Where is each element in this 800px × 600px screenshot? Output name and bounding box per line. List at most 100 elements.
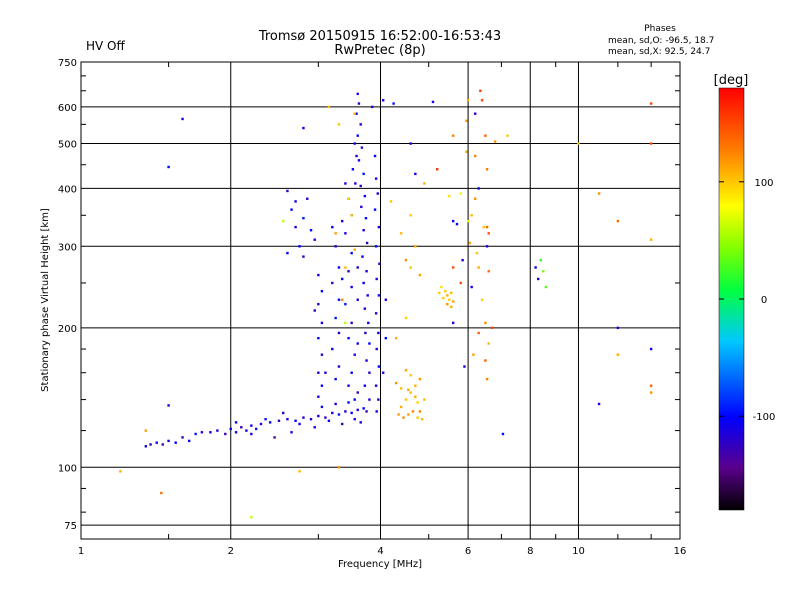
data-point-x: [416, 416, 419, 419]
data-point-x: [399, 405, 403, 409]
x-tick-label: 8: [527, 546, 533, 557]
data-point-o: [268, 421, 272, 424]
data-point-x: [480, 99, 484, 102]
data-point-x: [402, 416, 405, 419]
data-point-o: [384, 336, 388, 340]
data-point-o: [286, 189, 289, 193]
data-point-o: [414, 172, 417, 176]
data-point-o: [306, 197, 309, 200]
data-point-o: [356, 342, 359, 345]
data-point-o: [181, 117, 184, 121]
hv-status-text: HV Off: [86, 39, 125, 53]
data-point-x: [409, 391, 412, 394]
data-point-o: [359, 184, 362, 188]
data-point-o: [373, 154, 377, 158]
data-point-o: [216, 429, 219, 432]
data-point-o: [334, 402, 337, 406]
data-point-x: [480, 298, 484, 301]
data-point-x: [649, 102, 653, 105]
data-point-x: [487, 342, 490, 345]
data-point-o: [360, 146, 364, 149]
data-point-x: [404, 398, 408, 401]
data-point-x: [399, 387, 403, 390]
data-point-x: [347, 197, 350, 200]
data-point-o: [317, 273, 320, 277]
data-point-o: [649, 347, 653, 351]
data-point-o: [362, 228, 365, 232]
data-point-x: [407, 413, 410, 416]
data-point-x: [394, 336, 398, 340]
data-point-o: [334, 377, 337, 381]
y-tick-label: 600: [58, 103, 77, 114]
data-point-o: [377, 398, 380, 401]
chart-subtitle: RwPretec (8p): [334, 43, 425, 58]
data-point-x: [475, 251, 479, 255]
data-point-o: [353, 398, 356, 401]
phases-header: Phases: [644, 24, 676, 34]
data-point-o: [320, 384, 324, 387]
data-point-o: [364, 216, 368, 220]
data-point-o: [282, 411, 285, 415]
data-point-o: [229, 427, 232, 431]
data-point-o: [616, 326, 620, 330]
data-point-o: [347, 336, 350, 340]
data-point-o: [277, 419, 281, 422]
data-point-o: [350, 321, 353, 325]
data-point-o: [356, 92, 359, 96]
data-point-o: [290, 431, 293, 434]
y-tick-label: 200: [58, 324, 77, 335]
data-point-o: [224, 432, 227, 436]
data-point-o: [245, 429, 248, 432]
data-point-o: [320, 321, 324, 325]
data-point-o: [374, 384, 378, 387]
data-point-o: [350, 251, 353, 255]
data-point-x: [160, 491, 163, 495]
data-point-o: [368, 398, 371, 401]
data-point-o: [254, 427, 258, 431]
data-point-o: [294, 225, 297, 229]
data-point-o: [485, 245, 489, 248]
data-point-x: [404, 369, 408, 372]
data-point-x: [327, 105, 331, 109]
data-point-o: [362, 172, 365, 176]
data-point-o: [356, 298, 359, 301]
data-point-o: [451, 219, 455, 223]
data-point-x: [350, 214, 353, 217]
y-tick-label: 300: [58, 242, 77, 253]
data-point-o: [331, 281, 334, 285]
data-point-o: [313, 238, 316, 241]
colorbar-unit-label: [deg]: [714, 73, 749, 88]
data-point-o: [320, 353, 324, 356]
data-point-x: [484, 359, 487, 362]
x-tick-label: 6: [465, 546, 471, 557]
data-point-o: [376, 192, 379, 195]
data-point-x: [442, 296, 445, 300]
data-point-o: [317, 302, 320, 306]
data-point-o: [356, 408, 359, 412]
data-point-x: [466, 219, 470, 223]
data-point-x: [539, 258, 542, 262]
data-point-o: [167, 165, 170, 169]
data-point-x: [479, 89, 482, 92]
data-point-o: [377, 225, 381, 229]
data-point-o: [334, 316, 337, 320]
data-point-o: [357, 159, 361, 162]
data-point-o: [470, 285, 473, 289]
data-points: [119, 89, 653, 519]
data-point-o: [353, 417, 356, 421]
data-point-o: [377, 294, 381, 297]
data-point-x: [450, 305, 453, 309]
data-point-x: [649, 384, 653, 387]
data-point-o: [187, 439, 191, 443]
data-point-o: [337, 365, 341, 368]
data-point-o: [302, 216, 305, 220]
data-point-x: [407, 388, 410, 391]
data-point-x: [344, 321, 347, 325]
data-point-o: [361, 255, 364, 258]
data-point-o: [344, 302, 347, 306]
data-point-o: [167, 439, 170, 443]
data-point-x: [468, 241, 472, 245]
data-point-x: [340, 298, 344, 301]
data-point-x: [353, 112, 356, 115]
